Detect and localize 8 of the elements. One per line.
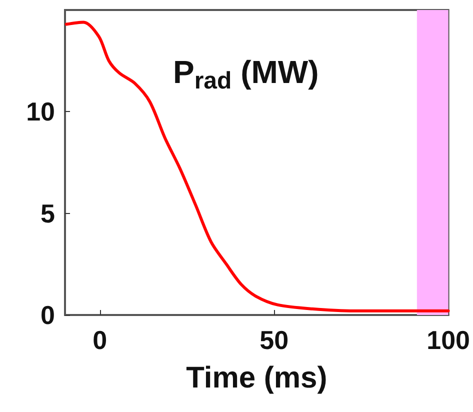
line-series <box>64 20 450 312</box>
y-tick-label: 5 <box>40 198 55 228</box>
y-tick-label: 0 <box>40 300 55 330</box>
x-tick-label: 0 <box>92 325 108 355</box>
y-tick-label: 10 <box>26 96 55 127</box>
x-axis-title: Time (ms) <box>186 362 328 394</box>
x-tick-label: 100 <box>426 325 470 355</box>
x-tick-label: 50 <box>260 325 289 355</box>
